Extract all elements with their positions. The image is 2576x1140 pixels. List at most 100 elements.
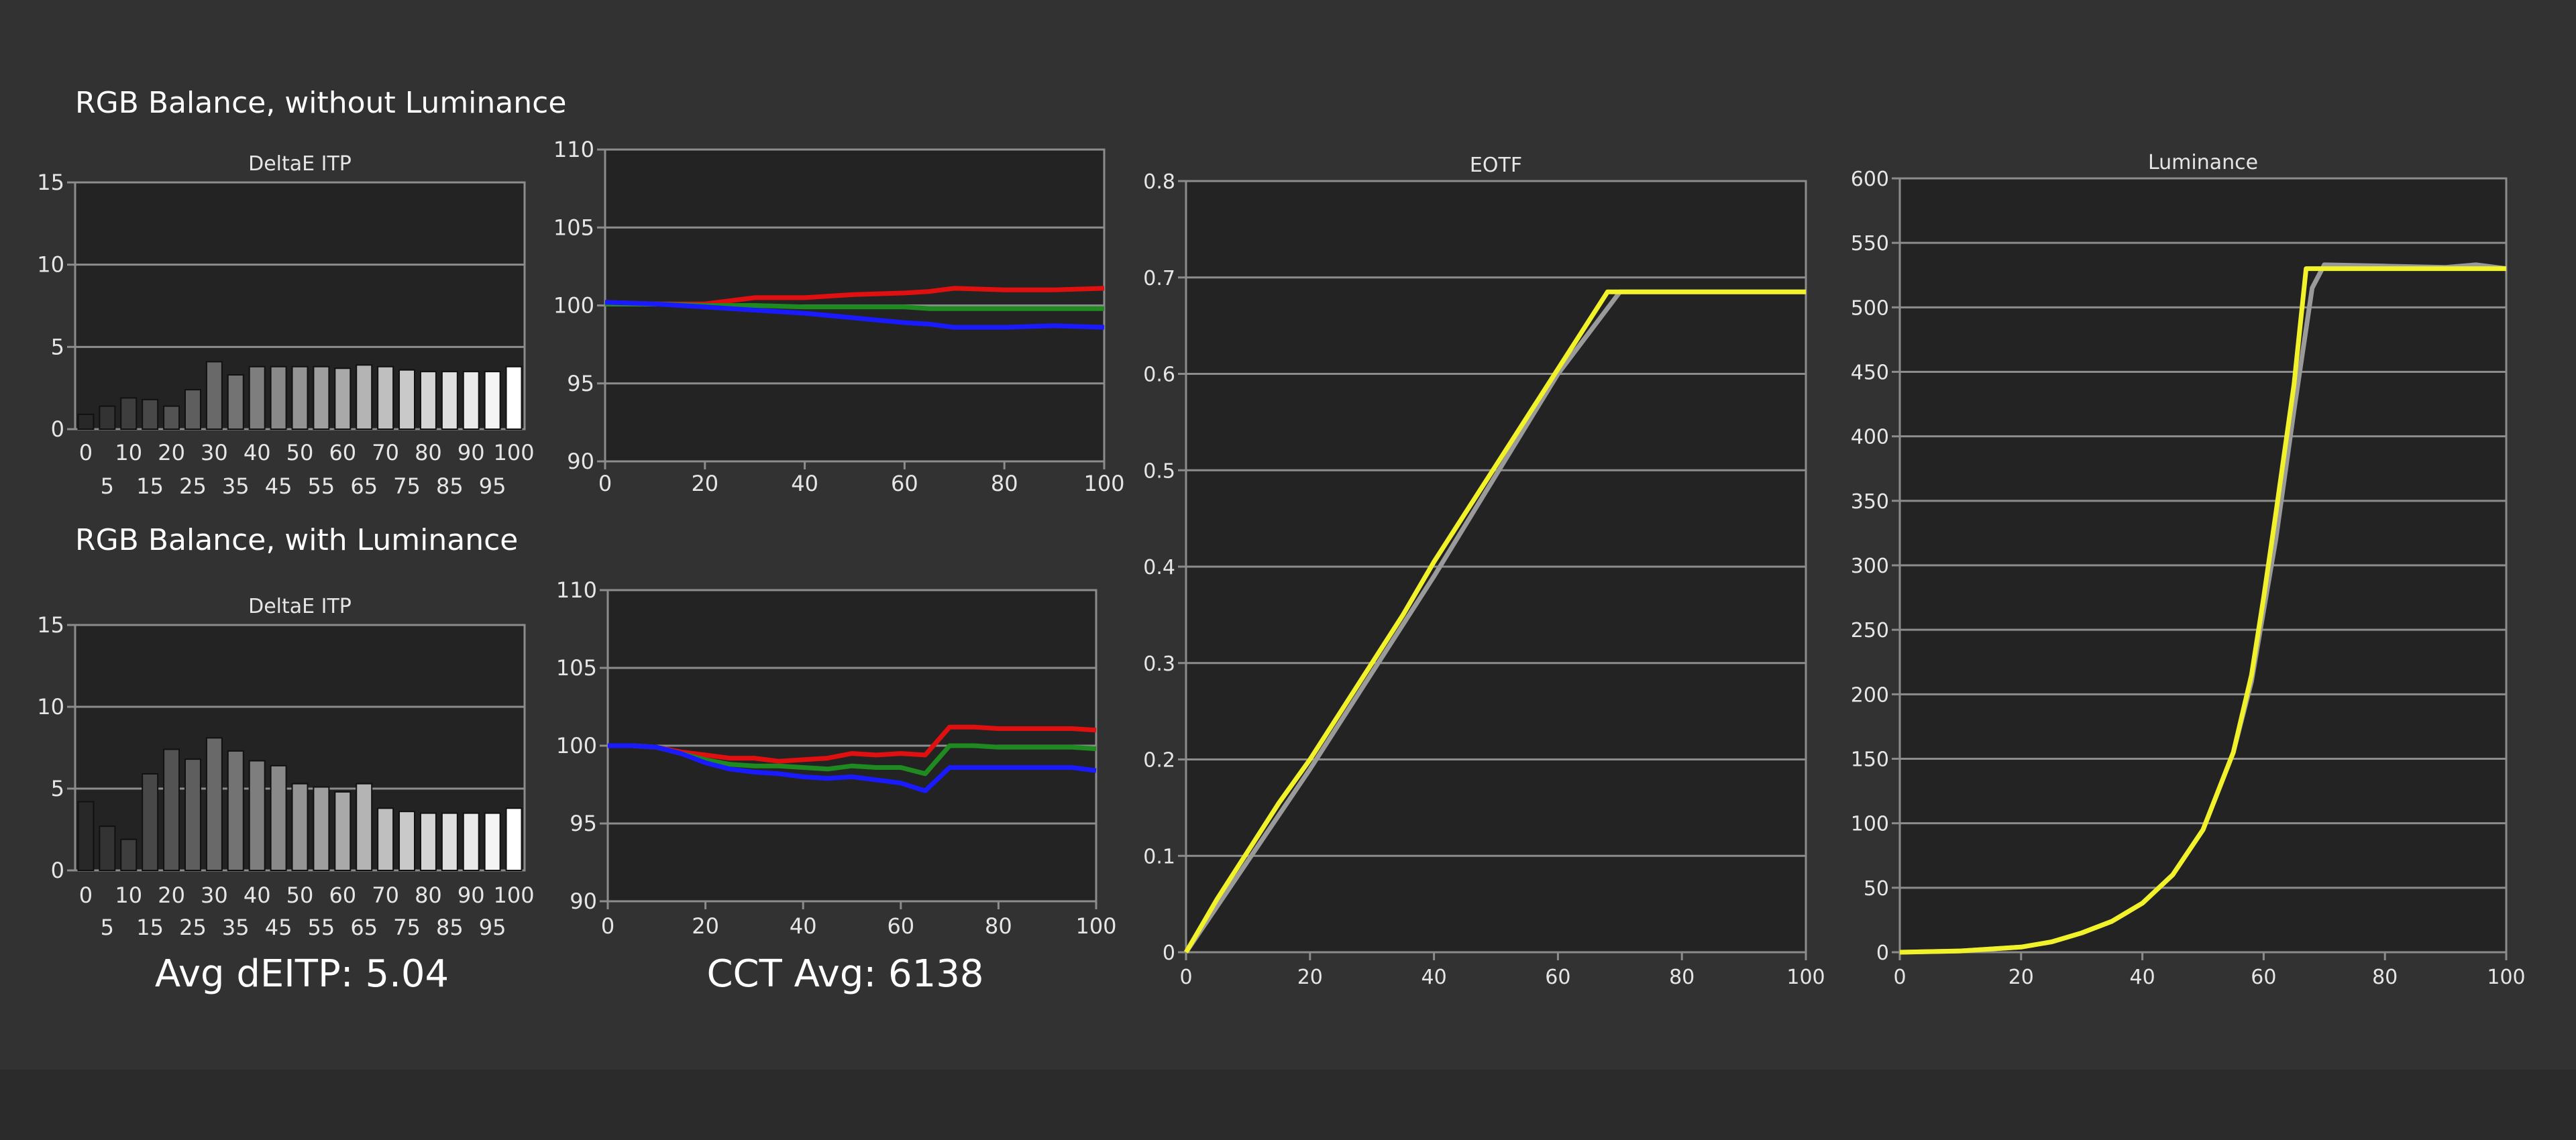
deltae-top-xtick-label: 5 [101,473,114,499]
luminance-xtick-label: 0 [1893,966,1906,989]
deltae-bottom-bar [419,812,437,871]
deltae-bottom-xtick-label: 50 [286,882,314,908]
rgb-top-ytick-label: 95 [567,371,594,396]
deltae-top-xtick-label: 45 [265,473,292,499]
deltae-top-bar [334,367,352,431]
deltae-bottom-xtick-label: 40 [244,882,271,908]
deltae-bottom-title: DeltaE ITP [248,595,352,618]
luminance-xtick-label: 20 [2008,966,2034,989]
deltae-top-bar [356,364,373,431]
eotf-ytick-label: 0.7 [1143,267,1175,290]
deltae-bottom-xtick-label: 25 [179,915,207,940]
deltae-top-bar [163,405,180,430]
luminance-ytick-label: 100 [1851,813,1889,836]
rgb-bottom-xtick-label: 40 [790,913,817,939]
deltae-top-bar [99,405,116,430]
eotf-xtick-label: 60 [1545,966,1570,989]
deltae-top-bar [248,365,266,430]
deltae-top-bar [505,365,523,430]
eotf-ytick-label: 0.2 [1143,749,1175,773]
eotf-ytick-label: 0.3 [1143,652,1175,676]
deltae-bottom-xtick-label: 60 [329,882,356,908]
rgb-top-xtick-label: 80 [991,471,1018,496]
luminance-ytick-label: 550 [1851,232,1889,255]
deltae-bottom-bar [441,812,458,871]
section-title-with-luminance: RGB Balance, with Luminance [75,523,519,557]
deltae-bottom-bar [120,838,138,872]
rgb-top-xtick-label: 40 [791,471,818,496]
deltae-top-xtick-label: 75 [393,473,421,499]
rgb-bottom-series-red [608,724,1097,764]
deltae-top-bar [270,365,287,430]
luminance-ytick-label: 600 [1851,168,1889,191]
deltae-top-xtick-label: 55 [308,473,335,499]
deltae-top-title: DeltaE ITP [248,152,352,176]
eotf-title: EOTF [1470,154,1522,177]
eotf-xtick-label: 0 [1179,966,1192,989]
eotf-series-yellow [1183,289,1806,954]
rgb-bottom-ytick-label: 95 [570,811,597,836]
deltae-top-bar [484,371,501,431]
deltae-bottom-bar [484,812,501,871]
luminance-series-yellow [1899,266,2506,955]
luminance-ytick-label: 200 [1851,683,1889,707]
deltae-bottom-xtick-label: 0 [79,882,93,908]
luminance-ytick-label: 250 [1851,619,1889,642]
deltae-top-ytick-label: 10 [37,252,64,278]
luminance-ytick-label: 500 [1851,296,1889,320]
rgb-top-xtick-label: 100 [1083,471,1124,496]
deltae-bottom-bar [398,811,416,872]
deltae-bottom-ytick-label: 10 [37,694,64,720]
deltae-top-ytick-label: 0 [51,416,64,442]
eotf-ytick-label: 0.1 [1143,845,1175,868]
deltae-bottom-ytick-label: 15 [37,612,64,638]
deltae-top-xtick-label: 70 [372,440,399,465]
cct-avg-stat: CCT Avg: 6138 [706,952,984,996]
eotf-series-gray_target [1184,289,1806,954]
luminance-xtick-label: 40 [2130,966,2155,989]
deltae-top-xtick-label: 30 [201,440,228,465]
eotf-xtick-label: 40 [1421,966,1447,989]
deltae-bottom-bar [99,825,116,871]
deltae-bottom-ytick-label: 0 [51,858,64,883]
eotf-ytick-label: 0.8 [1143,170,1175,194]
deltae-bottom-bar [248,760,266,872]
deltae-top-xtick-label: 100 [494,440,535,465]
deltae-top-xtick-label: 35 [222,473,250,499]
eotf-xtick-label: 20 [1297,966,1323,989]
deltae-bottom-xtick-label: 80 [415,882,442,908]
deltae-bottom-bar [227,750,244,871]
rgb-bottom-xtick-label: 0 [601,913,614,939]
deltae-bottom-bar [291,783,309,872]
deltae-bottom-bar [505,807,523,872]
deltae-top-bar [291,365,309,430]
rgb-top-ytick-label: 105 [553,215,594,240]
deltae-bottom-bar [462,812,480,871]
rgb-top-ytick-label: 90 [567,449,594,474]
deltae-top-xtick-label: 40 [244,440,271,465]
luminance-ytick-label: 50 [1864,877,1889,901]
deltae-bottom-bar [334,791,352,872]
deltae-bottom-bar [313,786,330,872]
rgb-top-xtick-label: 20 [691,471,718,496]
rgb-bottom-series-blue [608,743,1097,793]
eotf-ytick-label: 0.4 [1143,556,1175,579]
deltae-bottom-ytick-label: 5 [51,776,64,801]
eotf-xtick-label: 80 [1669,966,1695,989]
deltae-top-bar [462,371,480,431]
luminance-ytick-label: 150 [1851,748,1889,772]
deltae-bottom-xtick-label: 10 [115,882,142,908]
rgb-bottom-ytick-label: 100 [556,733,597,758]
deltae-bottom-xtick-label: 90 [458,882,485,908]
deltae-top-xtick-label: 25 [179,473,207,499]
deltae-bottom-xtick-label: 30 [201,882,228,908]
deltae-bottom-xtick-label: 20 [158,882,185,908]
deltae-top-bar [227,374,244,430]
deltae-top-xtick-label: 95 [479,473,506,499]
deltae-bottom-xtick-label: 100 [494,882,535,908]
luminance-xtick-label: 60 [2251,966,2276,989]
deltae-top-xtick-label: 50 [286,440,314,465]
deltae-top-bar [120,397,138,430]
deltae-top-bar [419,371,437,431]
